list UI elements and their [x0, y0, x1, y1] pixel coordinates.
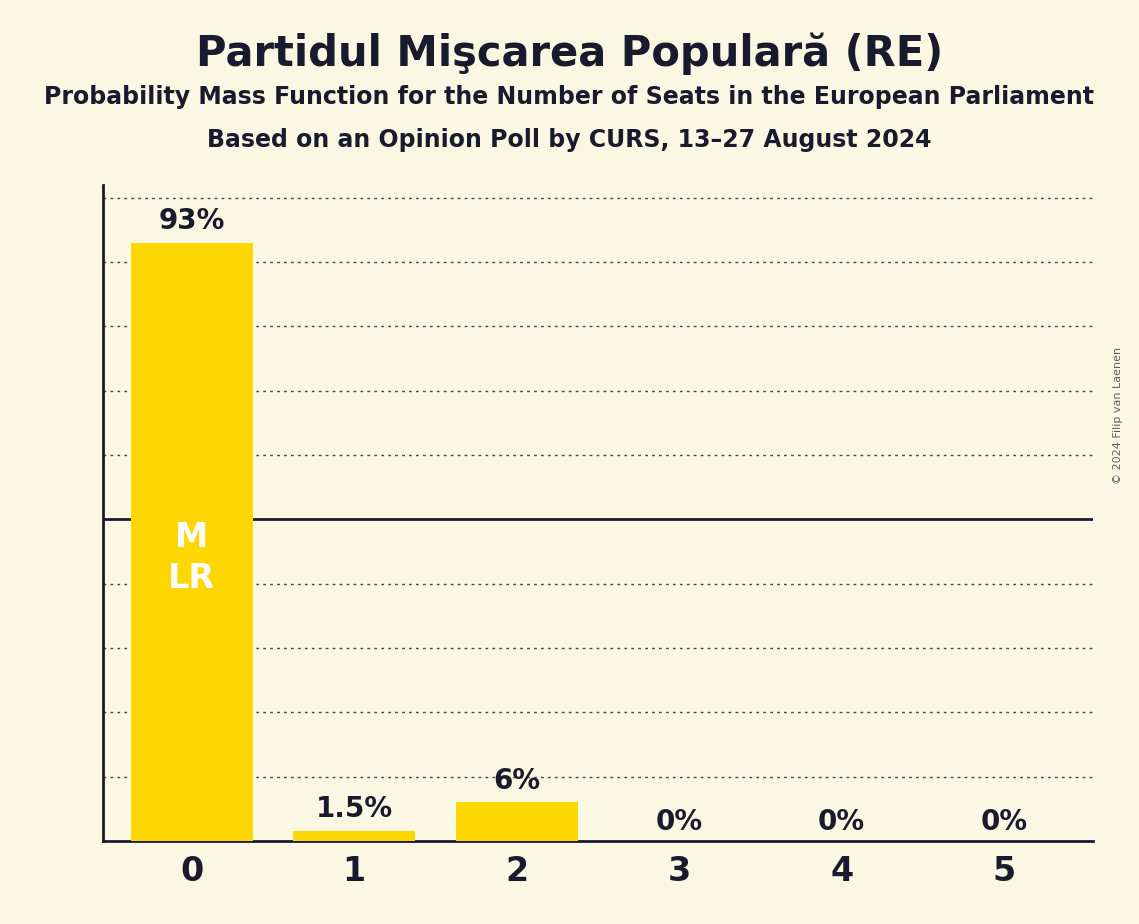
Text: © 2024 Filip van Laenen: © 2024 Filip van Laenen: [1114, 347, 1123, 484]
Text: 1.5%: 1.5%: [316, 796, 393, 823]
Text: 93%: 93%: [158, 207, 226, 235]
Text: 0%: 0%: [981, 808, 1027, 835]
Bar: [131, 243, 253, 841]
Text: Partidul Mişcarea Populară (RE): Partidul Mişcarea Populară (RE): [196, 32, 943, 75]
Text: M
LR: M LR: [169, 521, 215, 595]
Bar: [294, 832, 416, 841]
Text: 0%: 0%: [656, 808, 703, 835]
Text: 6%: 6%: [493, 767, 540, 795]
Text: Probability Mass Function for the Number of Seats in the European Parliament: Probability Mass Function for the Number…: [44, 85, 1095, 109]
Text: Based on an Opinion Poll by CURS, 13–27 August 2024: Based on an Opinion Poll by CURS, 13–27 …: [207, 128, 932, 152]
Text: 0%: 0%: [818, 808, 866, 835]
Bar: [456, 802, 577, 841]
